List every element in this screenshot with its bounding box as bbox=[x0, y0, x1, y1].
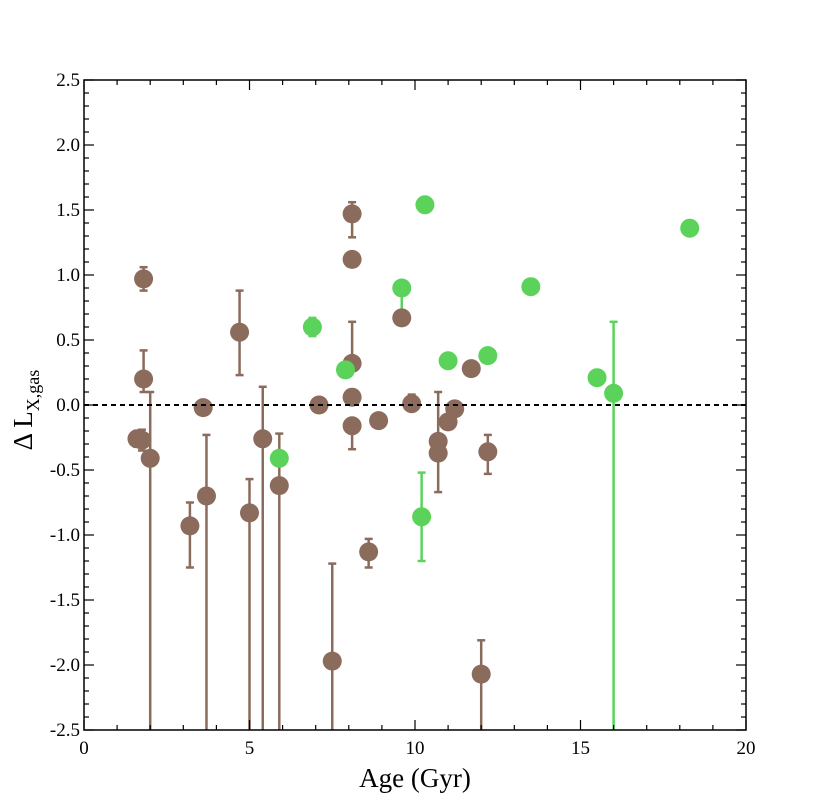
data-point bbox=[392, 278, 412, 298]
y-tick-label: -0.5 bbox=[50, 460, 80, 481]
error-bars bbox=[132, 200, 618, 730]
data-point bbox=[587, 368, 607, 388]
y-axis-title: Δ LX,gas bbox=[8, 370, 43, 451]
x-axis-title: Age (Gyr) bbox=[359, 763, 471, 793]
data-point bbox=[134, 369, 154, 389]
data-point bbox=[402, 394, 422, 414]
y-tick-label: -1.0 bbox=[50, 525, 80, 546]
data-point bbox=[342, 204, 362, 224]
axis-ticks bbox=[83, 79, 747, 731]
data-point bbox=[428, 443, 448, 463]
y-tick-label: -2.0 bbox=[50, 655, 80, 676]
y-tick-label: 1.0 bbox=[56, 265, 80, 286]
y-tick-label: 0.5 bbox=[56, 330, 80, 351]
x-tick-labels: 0 5 10 15 20 bbox=[79, 738, 755, 759]
y-tick-label: -2.5 bbox=[50, 720, 80, 741]
data-point bbox=[335, 360, 355, 380]
data-point bbox=[134, 269, 154, 289]
data-point bbox=[230, 322, 250, 342]
data-point bbox=[680, 218, 700, 238]
data-point bbox=[132, 430, 152, 450]
data-point bbox=[445, 399, 465, 419]
y-tick-label: 2.5 bbox=[56, 70, 80, 91]
data-point bbox=[392, 308, 412, 328]
y-tick-label: -1.5 bbox=[50, 590, 80, 611]
data-point bbox=[438, 351, 458, 371]
x-tick-label: 0 bbox=[79, 738, 89, 759]
data-point bbox=[196, 486, 216, 506]
data-point bbox=[359, 542, 379, 562]
data-point bbox=[193, 398, 213, 418]
y-tick-label: 1.5 bbox=[56, 200, 80, 221]
data-point bbox=[478, 442, 498, 462]
y-axis-title-main: Δ L bbox=[8, 411, 38, 450]
x-tick-label: 15 bbox=[571, 738, 590, 759]
data-point bbox=[342, 387, 362, 407]
data-point bbox=[140, 448, 160, 468]
data-point bbox=[342, 249, 362, 269]
data-point bbox=[369, 411, 389, 431]
data-point bbox=[180, 516, 200, 536]
data-point bbox=[269, 476, 289, 496]
data-point bbox=[240, 503, 259, 523]
y-tick-label: 2.0 bbox=[56, 135, 80, 156]
data-point bbox=[471, 664, 491, 684]
y-tick-label: 0.0 bbox=[56, 395, 80, 416]
data-point bbox=[269, 448, 289, 468]
data-point bbox=[478, 346, 498, 366]
x-tick-label: 5 bbox=[245, 738, 255, 759]
data-point bbox=[342, 416, 362, 436]
data-point bbox=[604, 383, 624, 403]
data-point bbox=[253, 429, 273, 449]
y-tick-labels: -2.5 -2.0 -1.5 -1.0 -0.5 0.0 0.5 1.0 1.5 2.0 2.5 bbox=[50, 70, 80, 741]
data-point bbox=[461, 359, 481, 379]
x-tick-label: 20 bbox=[737, 738, 756, 759]
data-point bbox=[415, 195, 435, 215]
data-point bbox=[412, 507, 432, 527]
data-point bbox=[322, 651, 342, 671]
data-point bbox=[521, 277, 541, 297]
y-axis-title-subscript: X,gas bbox=[23, 370, 43, 412]
x-tick-label: 10 bbox=[406, 738, 425, 759]
data-point bbox=[302, 317, 322, 337]
data-points bbox=[127, 195, 700, 684]
